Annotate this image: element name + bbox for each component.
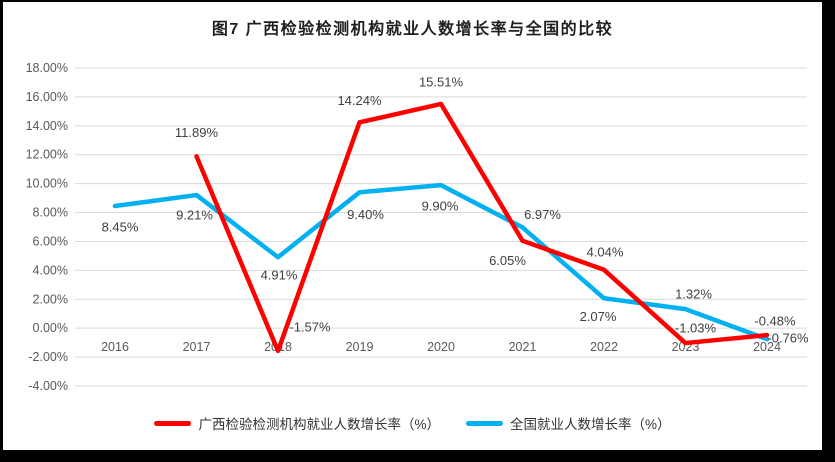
- data-label: 9.21%: [176, 208, 213, 223]
- x-axis-tick-label: 2019: [346, 340, 374, 354]
- y-axis-tick-label: 4.00%: [33, 263, 68, 277]
- y-axis-tick-label: 2.00%: [33, 292, 68, 306]
- y-axis-tick-label: 12.00%: [26, 148, 68, 162]
- data-label: -1.57%: [289, 319, 331, 334]
- chart-legend: 广西检验检测机构就业人数增长率（%） 全国就业人数增长率（%）: [3, 412, 822, 434]
- legend-label-guangxi: 广西检验检测机构就业人数增长率（%）: [198, 417, 440, 432]
- legend-label-national: 全国就业人数增长率（%）: [510, 417, 671, 432]
- y-axis-tick-label: 14.00%: [26, 119, 68, 133]
- data-label: 11.89%: [175, 125, 219, 140]
- data-label: 15.51%: [419, 74, 464, 89]
- data-label: 4.91%: [261, 268, 298, 283]
- data-label: 9.90%: [422, 199, 459, 214]
- y-axis-tick-label: -4.00%: [28, 379, 68, 393]
- data-label: 14.24%: [337, 93, 382, 108]
- x-axis-tick-label: 2021: [509, 340, 537, 354]
- y-axis-tick-label: 16.00%: [26, 90, 68, 104]
- y-axis-tick-label: -2.00%: [28, 350, 68, 364]
- line-chart: 18.00% 16.00% 14.00% 12.00% 10.00% 8.00% 6.00%…: [26, 61, 809, 393]
- data-label: 4.04%: [587, 244, 624, 259]
- legend-red-line-swatch: [154, 420, 192, 426]
- series-line-0: [194, 101, 770, 354]
- data-label: -0.76%: [767, 331, 809, 346]
- x-axis-tick-label: 2017: [183, 340, 211, 354]
- y-axis-tick-label: 18.00%: [26, 61, 68, 75]
- y-axis-tick-label: 8.00%: [33, 206, 68, 220]
- data-label: -1.03%: [675, 321, 717, 336]
- x-axis-tick-label: 2016: [101, 340, 129, 354]
- legend-blue-line-swatch: [466, 420, 503, 426]
- data-label: -0.48%: [754, 314, 796, 329]
- x-axis-tick-label: 2020: [427, 340, 455, 354]
- data-label: 1.32%: [675, 287, 712, 302]
- data-label: 6.97%: [524, 207, 561, 222]
- data-label: 8.45%: [102, 220, 139, 235]
- data-label: 2.07%: [580, 309, 617, 324]
- chart-title: 图7 广西检验检测机构就业人数增长率与全国的比较: [211, 21, 614, 38]
- data-label: 6.05%: [489, 253, 526, 268]
- legend-item-national: 全国就业人数增长率（%）: [466, 413, 671, 433]
- y-axis-tick-label: 10.00%: [26, 177, 68, 191]
- y-axis-tick-label: 6.00%: [33, 234, 68, 248]
- legend-item-guangxi: 广西检验检测机构就业人数增长率（%）: [154, 413, 440, 433]
- y-axis-tick-label: 0.00%: [33, 321, 68, 335]
- data-label: 9.40%: [347, 207, 384, 222]
- chart-canvas: 图7 广西检验检测机构就业人数增长率与全国的比较 18.00% 16.00% 14.…: [3, 2, 822, 450]
- x-axis-tick-label: 2024: [753, 340, 781, 354]
- x-axis-tick-label: 2022: [590, 340, 618, 354]
